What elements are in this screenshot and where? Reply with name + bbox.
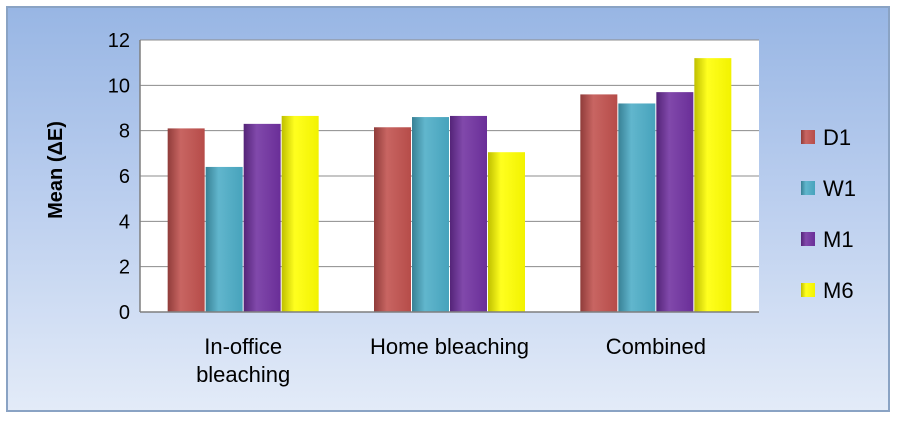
chart-frame: 0 2 4 6 8 10 12 In-office bleaching Home bleachi… [6, 6, 890, 412]
legend: D1 W1 M1 M6 [801, 125, 856, 303]
y-tick-label-4: 4 [119, 211, 130, 233]
y-tick-label-2: 2 [119, 257, 130, 279]
bar-combined-m6 [694, 58, 732, 313]
x-category-label-in-office-bleaching: In-office bleaching [196, 334, 290, 387]
bar-in-office-bleaching-m6 [281, 115, 319, 312]
axes [139, 40, 759, 313]
x-category-labels: In-office bleaching Home bleaching Combined [196, 334, 706, 387]
y-tick-label-6: 6 [119, 166, 130, 188]
bar-combined-m1 [656, 92, 694, 312]
bars-group [167, 58, 732, 313]
bar-in-office-bleaching-w1 [205, 166, 243, 312]
legend-label-d1: D1 [823, 125, 851, 150]
legend-label-w1: W1 [823, 176, 856, 201]
y-tick-label-12: 12 [108, 30, 130, 52]
bar-combined-d1 [580, 94, 618, 313]
bar-chart: 0 2 4 6 8 10 12 In-office bleaching Home bleachi… [45, 30, 856, 387]
legend-label-m1: M1 [823, 227, 854, 252]
legend-swatch-m6 [801, 283, 815, 297]
legend-swatch-w1 [801, 181, 815, 195]
y-tick-label-8: 8 [119, 121, 130, 143]
y-tick-labels: 0 2 4 6 8 10 12 [108, 30, 130, 324]
bar-home-bleaching-m1 [450, 115, 487, 312]
legend-label-m6: M6 [823, 278, 854, 303]
y-tick-label-10: 10 [108, 75, 130, 97]
bar-in-office-bleaching-m1 [243, 123, 281, 312]
legend-swatch-d1 [801, 130, 815, 144]
x-category-label-home-bleaching: Home bleaching [370, 334, 529, 359]
gridlines [140, 39, 759, 268]
bar-home-bleaching-m6 [488, 152, 525, 312]
bar-combined-w1 [618, 103, 656, 312]
x-category-label-combined: Combined [606, 334, 706, 359]
bar-home-bleaching-w1 [412, 117, 449, 312]
y-axis-label: Mean (ΔE) [45, 121, 67, 219]
legend-swatch-m1 [801, 232, 815, 246]
bar-home-bleaching-d1 [374, 127, 411, 313]
bar-in-office-bleaching-d1 [167, 128, 205, 312]
y-tick-label-0: 0 [119, 302, 130, 324]
